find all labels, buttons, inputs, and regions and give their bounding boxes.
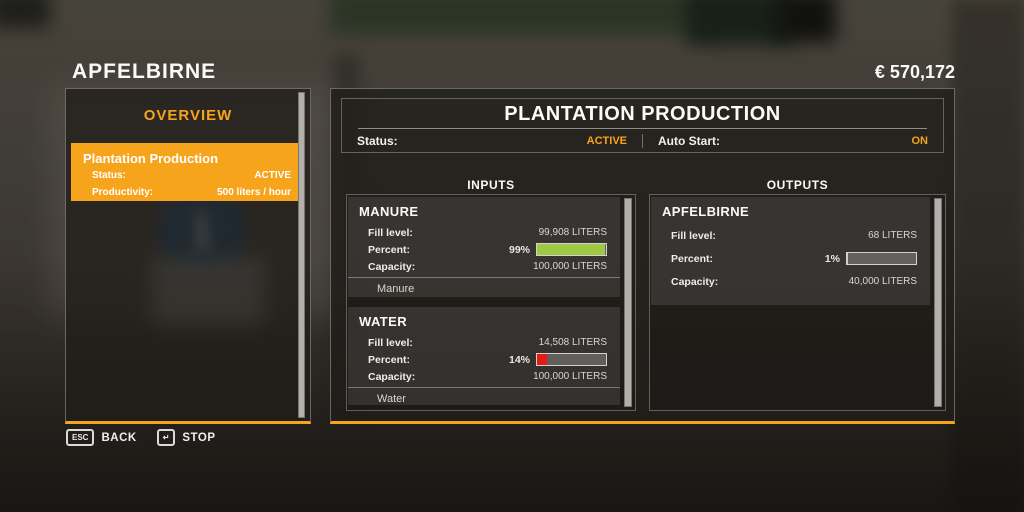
title-divider <box>358 128 927 129</box>
inputs-panel: MANURE Fill level: 99,908 LITERS Percent… <box>346 194 636 411</box>
page-title: APFELBIRNE <box>72 60 217 83</box>
capacity-label: Capacity: <box>671 275 719 288</box>
auto-start-cell: Auto Start: ON <box>642 134 943 148</box>
fill-level-label: Fill level: <box>671 229 716 242</box>
money-display: € 570,172 <box>874 62 955 82</box>
capacity-row: Capacity: 40,000 LITERS <box>651 270 930 293</box>
sidebar-status-row: Status: ACTIVE <box>71 167 300 183</box>
output-block-apfelbirne: APFELBIRNE Fill level: 68 LITERS Percent… <box>651 197 930 305</box>
recipe-ingredient-label: Water <box>377 393 406 405</box>
sidebar-item-title: Plantation Production <box>83 151 219 166</box>
back-button[interactable]: ESC BACK <box>66 429 137 446</box>
percent-value: 1% <box>824 252 840 265</box>
capacity-value: 100,000 LITERS <box>533 261 607 272</box>
percent-label: Percent: <box>368 353 411 366</box>
resource-name: APFELBIRNE <box>662 204 750 219</box>
percent-value: 99% <box>508 243 530 256</box>
sidebar-scrollbar[interactable] <box>298 92 305 418</box>
outputs-header: OUTPUTS <box>766 178 829 192</box>
percent-bar <box>536 243 607 256</box>
percent-bar <box>846 252 917 265</box>
percent-row: Percent: 1% <box>651 247 930 270</box>
productivity-value: 500 liters / hour <box>217 186 291 198</box>
input-block-water: WATER Fill level: 14,508 LITERS Percent:… <box>348 307 620 405</box>
auto-start-label: Auto Start: <box>658 134 720 148</box>
outputs-panel: APFELBIRNE Fill level: 68 LITERS Percent… <box>649 194 946 411</box>
back-label: BACK <box>101 431 137 444</box>
percent-value: 14% <box>508 353 530 366</box>
input-block-manure: MANURE Fill level: 99,908 LITERS Percent… <box>348 197 620 297</box>
esc-key-icon: ESC <box>66 429 95 446</box>
stop-button[interactable]: ↵ STOP <box>156 429 216 446</box>
capacity-value: 40,000 LITERS <box>848 276 917 287</box>
capacity-value: 100,000 LITERS <box>533 371 607 382</box>
fill-level-row: Fill level: 14,508 LITERS <box>348 334 620 351</box>
status-row: Status: ACTIVE Auto Start: ON <box>342 131 943 151</box>
percent-bar <box>536 353 607 366</box>
production-header-box: PLANTATION PRODUCTION Status: ACTIVE Aut… <box>341 98 944 153</box>
recipe-ingredient-label: Manure <box>377 283 415 295</box>
key-hints-bar: ESC BACK ↵ STOP <box>66 429 216 446</box>
percent-label: Percent: <box>368 243 411 256</box>
percent-label: Percent: <box>671 252 714 265</box>
sidebar-productivity-row: Productivity: 500 liters / hour <box>71 184 300 200</box>
fill-level-row: Fill level: 99,908 LITERS <box>348 224 620 241</box>
fill-level-value: 99,908 LITERS <box>538 227 607 238</box>
overview-header: OVERVIEW <box>143 107 233 124</box>
status-cell: Status: ACTIVE <box>342 134 642 148</box>
production-title: PLANTATION PRODUCTION <box>504 103 781 125</box>
capacity-row: Capacity: 100,000 LITERS <box>348 368 620 385</box>
fill-level-value: 14,508 LITERS <box>538 337 607 348</box>
inputs-scrollbar[interactable] <box>624 198 632 407</box>
percent-row: Percent: 99% <box>348 241 620 258</box>
stop-label: STOP <box>182 431 216 444</box>
status-value: ACTIVE <box>586 135 627 147</box>
capacity-label: Capacity: <box>368 260 416 273</box>
enter-key-icon: ↵ <box>156 429 176 446</box>
productivity-label: Productivity: <box>92 186 154 198</box>
block-divider <box>348 277 620 278</box>
percent-row: Percent: 14% <box>348 351 620 368</box>
fill-level-row: Fill level: 68 LITERS <box>651 224 930 247</box>
fill-level-value: 68 LITERS <box>868 230 917 241</box>
production-panel: PLANTATION PRODUCTION Status: ACTIVE Aut… <box>330 88 955 424</box>
inputs-header: INPUTS <box>467 178 515 192</box>
fill-level-label: Fill level: <box>368 226 413 239</box>
outputs-scrollbar[interactable] <box>934 198 942 407</box>
auto-start-value: ON <box>911 135 929 147</box>
capacity-row: Capacity: 100,000 LITERS <box>348 258 620 275</box>
fill-level-label: Fill level: <box>368 336 413 349</box>
resource-name: WATER <box>359 314 407 329</box>
sidebar-item-plantation-production[interactable]: Plantation Production Status: ACTIVE Pro… <box>71 143 300 201</box>
block-divider <box>348 387 620 388</box>
status-value: ACTIVE <box>254 169 291 181</box>
status-label: Status: <box>357 134 398 148</box>
overview-panel: OVERVIEW Plantation Production Status: A… <box>65 88 311 424</box>
resource-name: MANURE <box>359 204 419 219</box>
status-label: Status: <box>92 169 126 181</box>
capacity-label: Capacity: <box>368 370 416 383</box>
